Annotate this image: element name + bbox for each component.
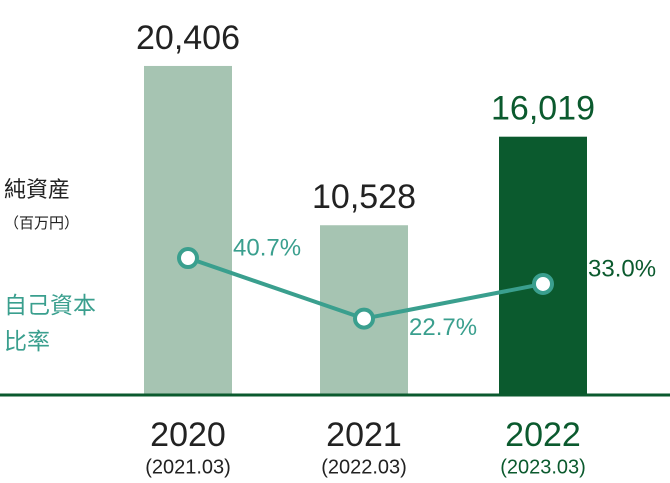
bar	[499, 136, 587, 396]
bar-value-label: 10,528	[312, 178, 416, 216]
x-tick-label: 2020	[150, 416, 226, 454]
line-value-label: 22.7%	[409, 314, 477, 341]
line-value-label: 33.0%	[588, 255, 656, 282]
line-value-label: 40.7%	[233, 234, 301, 261]
bar-legend: 純資産	[4, 178, 71, 203]
x-tick-sublabel: (2021.03)	[145, 456, 231, 478]
x-tick-label: 2021	[326, 416, 402, 454]
x-tick-sublabel: (2023.03)	[500, 456, 586, 478]
bar	[144, 65, 232, 395]
line-marker	[177, 247, 199, 270]
line-marker	[532, 272, 554, 295]
line-marker	[353, 307, 375, 330]
line-legend: 自己資本比率	[4, 293, 96, 355]
x-tick-sublabel: (2022.03)	[321, 456, 407, 478]
x-tick-label: 2022	[505, 416, 581, 454]
bar-value-label: 20,406	[136, 19, 240, 57]
bar-unit: （百万円）	[4, 214, 80, 232]
bar-value-label: 16,019	[491, 90, 595, 128]
